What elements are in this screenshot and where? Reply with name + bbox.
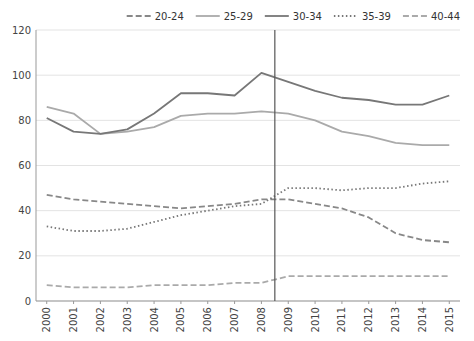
y-tick-label: 60 xyxy=(18,160,31,171)
y-tick-label: 20 xyxy=(18,250,31,261)
x-tick-label: 2015 xyxy=(444,307,455,332)
grid-line xyxy=(36,30,460,31)
series-line xyxy=(47,107,450,145)
legend-swatch xyxy=(403,15,427,17)
grid-line xyxy=(36,120,460,121)
legend-item: 20-24 xyxy=(127,11,184,22)
legend-swatch xyxy=(265,15,289,17)
x-tick-label: 2009 xyxy=(283,307,294,332)
chart: 0 20 40 60 80 100 120 2000 2001 2002 2003 2004 2005 2… xyxy=(0,0,474,341)
x-tick-label: 2003 xyxy=(122,307,133,332)
x-tick-label: 2012 xyxy=(363,307,374,332)
y-grid xyxy=(36,30,460,301)
legend-label: 30-34 xyxy=(293,11,322,22)
y-tick-label: 40 xyxy=(18,205,31,216)
y-tick-label: 80 xyxy=(18,115,31,126)
y-tick-label: 100 xyxy=(12,70,31,81)
y-tick-label: 120 xyxy=(12,25,31,36)
reference-line xyxy=(274,30,275,301)
legend-label: 20-24 xyxy=(155,11,184,22)
x-tick-label: 2004 xyxy=(149,307,160,332)
plot-area xyxy=(47,30,450,301)
legend-item: 25-29 xyxy=(196,11,253,22)
x-tick-label: 2001 xyxy=(68,307,79,332)
legend-label: 25-29 xyxy=(224,11,253,22)
x-tick-label: 2014 xyxy=(417,307,428,332)
y-axis xyxy=(36,30,37,301)
legend-item: 30-34 xyxy=(265,11,322,22)
x-tick-label: 2002 xyxy=(95,307,106,332)
x-tick-label: 2006 xyxy=(202,307,213,332)
x-tick-label: 2005 xyxy=(175,307,186,332)
x-axis xyxy=(36,301,460,302)
legend-label: 35-39 xyxy=(362,11,391,22)
x-tick-label: 2013 xyxy=(390,307,401,332)
legend-swatch xyxy=(127,15,151,17)
x-tick-label: 2011 xyxy=(336,307,347,332)
series-line xyxy=(47,195,450,242)
legend-swatch xyxy=(196,15,220,17)
series-line xyxy=(47,181,450,231)
y-tick-label: 0 xyxy=(25,296,31,307)
grid-line xyxy=(36,210,460,211)
x-tick-label: 2008 xyxy=(256,307,267,332)
legend-item: 35-39 xyxy=(334,11,391,22)
legend-item: 40-44 xyxy=(403,11,460,22)
grid-line xyxy=(36,75,460,76)
grid-line xyxy=(36,301,460,302)
legend-swatch xyxy=(334,15,358,17)
series-line xyxy=(47,73,450,134)
x-tick-label: 2010 xyxy=(310,307,321,332)
legend-label: 40-44 xyxy=(431,11,460,22)
x-tick-label: 2007 xyxy=(229,307,240,332)
x-tick-label: 2000 xyxy=(41,307,52,332)
grid-line xyxy=(36,255,460,256)
grid-line xyxy=(36,165,460,166)
series-line xyxy=(47,276,450,287)
legend: 20-24 25-29 30-34 35-39 40-44 xyxy=(127,11,460,22)
